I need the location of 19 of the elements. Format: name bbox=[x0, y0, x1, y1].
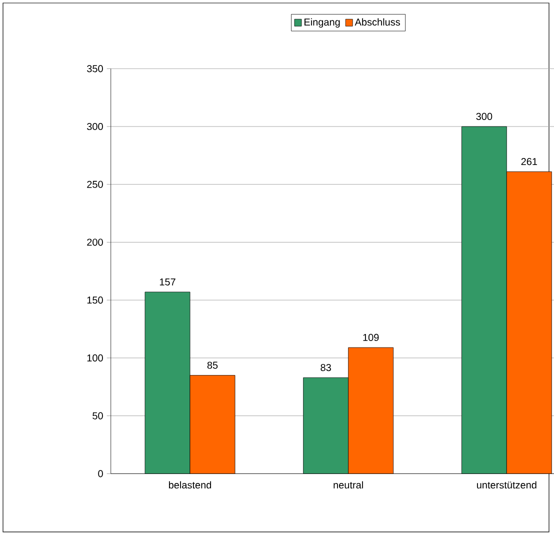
y-tick-label: 50 bbox=[92, 412, 103, 420]
data-label: 109 bbox=[363, 334, 379, 341]
data-label: 157 bbox=[160, 278, 176, 286]
y-tick-label: 0 bbox=[98, 470, 103, 478]
y-tick-label: 100 bbox=[87, 354, 103, 362]
x-tick-label: neutral bbox=[334, 481, 363, 489]
y-tick-label: 150 bbox=[87, 296, 103, 304]
data-label: 83 bbox=[320, 364, 331, 372]
y-tick-label: 200 bbox=[87, 238, 103, 246]
x-tick-label: unterstützend bbox=[477, 481, 536, 489]
x-tick-label: belastend bbox=[168, 481, 212, 489]
y-tick-label: 300 bbox=[86, 122, 103, 130]
legend-label: Abschluss bbox=[354, 18, 400, 26]
y-tick-label: 350 bbox=[86, 65, 103, 72]
data-label: 261 bbox=[521, 158, 538, 166]
data-label: 300 bbox=[476, 112, 492, 120]
data-label: 85 bbox=[207, 362, 218, 369]
legend-label: Eingang bbox=[304, 18, 340, 28]
y-tick-label: 250 bbox=[87, 180, 103, 188]
